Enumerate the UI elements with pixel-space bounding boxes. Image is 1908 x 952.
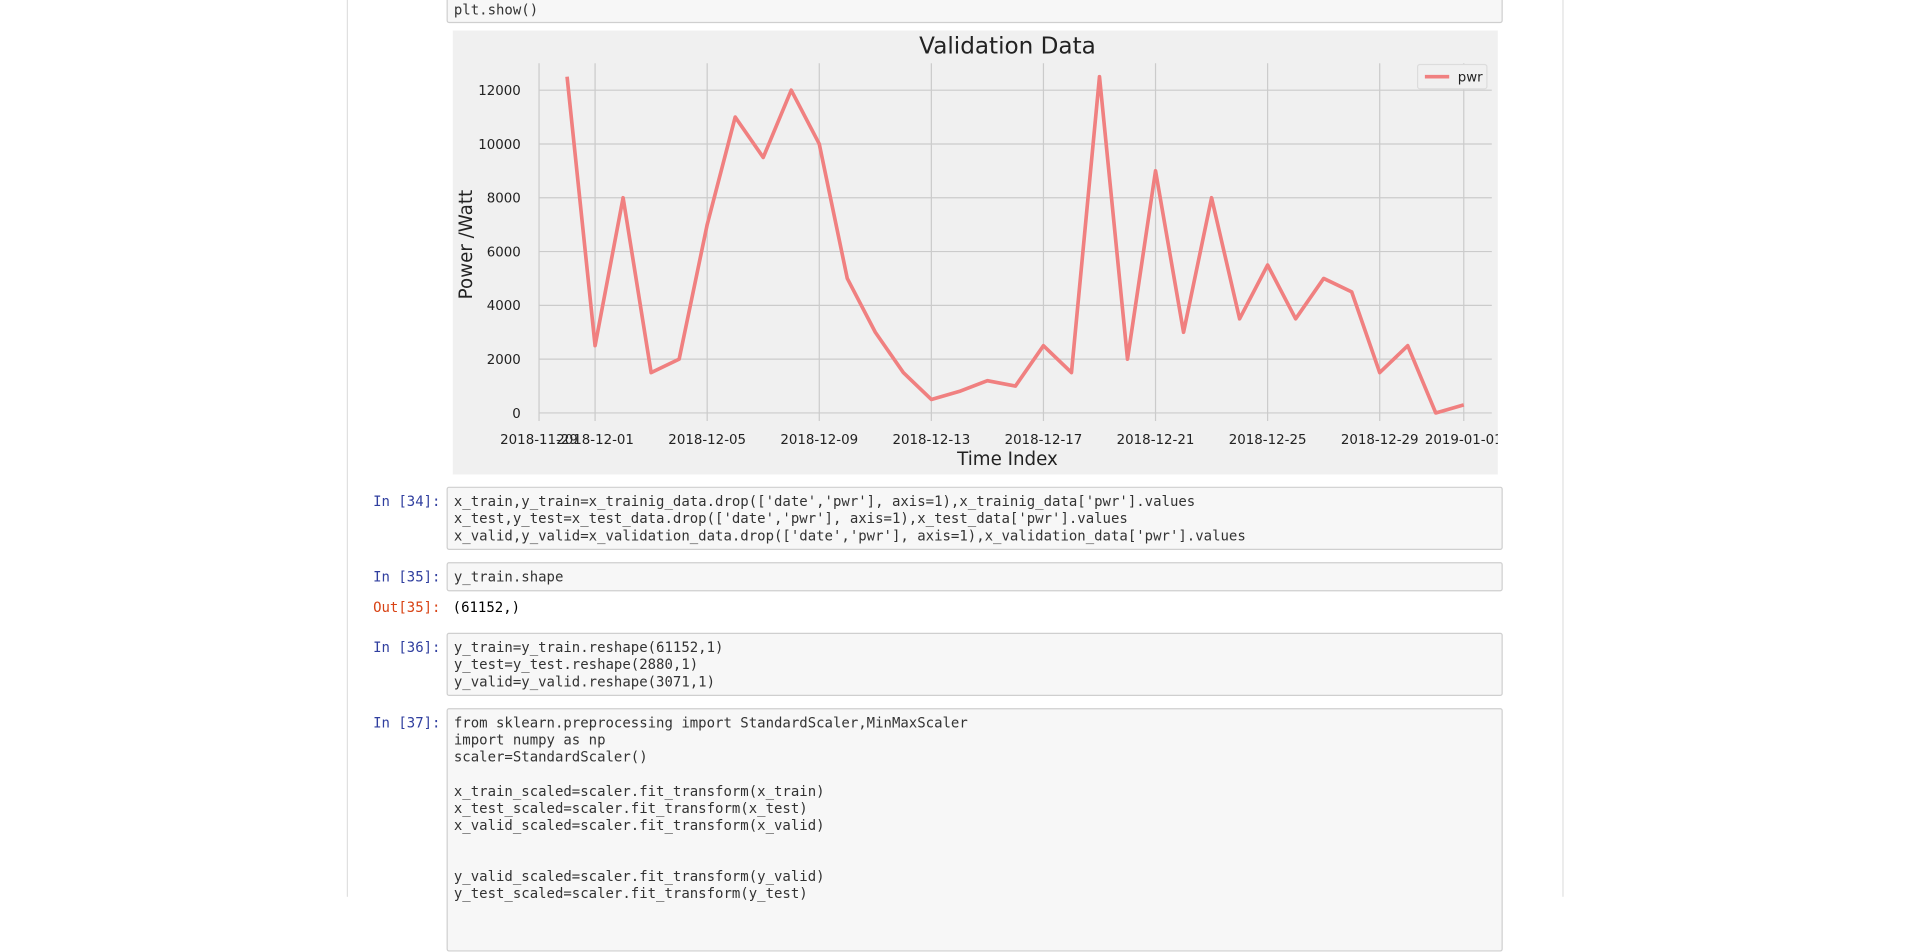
x-tick-label: 2018-12-05 <box>668 433 746 448</box>
y-axis-label: Power /Watt <box>456 190 477 299</box>
code-line: x_valid_scaled=scaler.fit_transform(x_va… <box>453 816 825 834</box>
code-block: x_train_scaled=scaler.fit_transform(x_tr… <box>454 782 1496 833</box>
code-line: import numpy as np <box>453 731 606 749</box>
x-tick-label: 2018-12-17 <box>1005 433 1083 448</box>
legend-label: pwr <box>1458 71 1483 86</box>
x-tick-label: 2018-12-21 <box>1117 433 1195 448</box>
code-line: y_valid_scaled=scaler.fit_transform(y_va… <box>453 867 825 885</box>
code-block: from sklearn.preprocessing import Standa… <box>454 714 1496 765</box>
x-tick-label: 2018-12-25 <box>1229 433 1307 448</box>
y-tick-label: 6000 <box>487 245 521 260</box>
code-line: scaler=StandardScaler() <box>453 748 648 766</box>
code-block: x_train,y_train=x_trainig_data.drop(['da… <box>454 493 1496 544</box>
code-line: y_train=y_train.reshape(61152,1) <box>453 638 724 656</box>
code-line: from sklearn.preprocessing import Standa… <box>453 714 968 732</box>
code-line: x_valid,y_valid=x_validation_data.drop([… <box>453 526 1246 544</box>
legend-box <box>1416 63 1488 90</box>
y-tick-label: 2000 <box>487 353 521 368</box>
x-tick-label: 2018-12-13 <box>892 433 970 448</box>
y-tick-label: 4000 <box>487 299 521 314</box>
y-tick-label: 12000 <box>478 84 521 99</box>
x-axis-label: Time Index <box>956 449 1058 470</box>
input-prompt: In [35]: <box>373 568 441 586</box>
chart-title: Validation Data <box>919 34 1096 60</box>
input-prompt: In [36]: <box>373 638 441 656</box>
code-line: x_test_scaled=scaler.fit_transform(x_tes… <box>453 799 808 817</box>
x-tick-label: 2019-01-01 <box>1425 433 1498 448</box>
y-tick-label: 10000 <box>478 138 521 153</box>
code-cell[interactable]: plt.show() <box>446 0 1503 24</box>
code-cell[interactable]: from sklearn.preprocessing import Standa… <box>446 708 1503 952</box>
x-tick-label: 2018-12-09 <box>780 433 858 448</box>
output-prompt: Out[35]: <box>373 598 441 616</box>
code-line: plt.show() <box>453 1 539 19</box>
code-line: y_valid=y_valid.reshape(3071,1) <box>453 672 716 690</box>
input-prompt: In [37]: <box>373 714 441 732</box>
x-tick-label: 2018-12-01 <box>556 433 634 448</box>
code-line: x_test,y_test=x_test_data.drop(['date','… <box>453 509 1128 527</box>
code-cell[interactable]: x_train,y_train=x_trainig_data.drop(['da… <box>446 486 1503 550</box>
x-tick-label: 2018-12-29 <box>1341 433 1419 448</box>
code-block: y_train.shape <box>454 568 1496 585</box>
code-line: x_train,y_train=x_trainig_data.drop(['da… <box>453 492 1196 510</box>
code-cell[interactable]: y_train.shape <box>446 562 1503 592</box>
input-prompt: In [34]: <box>373 492 441 510</box>
output-text: (61152,) <box>452 598 521 616</box>
code-line: y_train.shape <box>453 568 564 586</box>
chart-background <box>452 30 1498 475</box>
y-tick-label: 8000 <box>487 192 521 207</box>
code-line: y_test_scaled=scaler.fit_transform(y_tes… <box>453 884 808 902</box>
code-cell[interactable]: y_train=y_train.reshape(61152,1) y_test=y… <box>446 632 1503 697</box>
chart: Validation Data Time Index Power /Watt 0… <box>452 30 1498 475</box>
code-line: y_test=y_test.reshape(2880,1) <box>453 655 699 673</box>
y-tick-label: 0 <box>512 407 521 422</box>
x-tick-label: 2018-11-29 <box>500 433 578 448</box>
code-block: y_train=y_train.reshape(61152,1) y_test=y… <box>454 639 1496 690</box>
notebook: plt.show() Validation Data Time Index Po… <box>346 0 1564 952</box>
code-line: x_train_scaled=scaler.fit_transform(x_tr… <box>453 782 825 800</box>
data-line <box>565 74 1465 415</box>
